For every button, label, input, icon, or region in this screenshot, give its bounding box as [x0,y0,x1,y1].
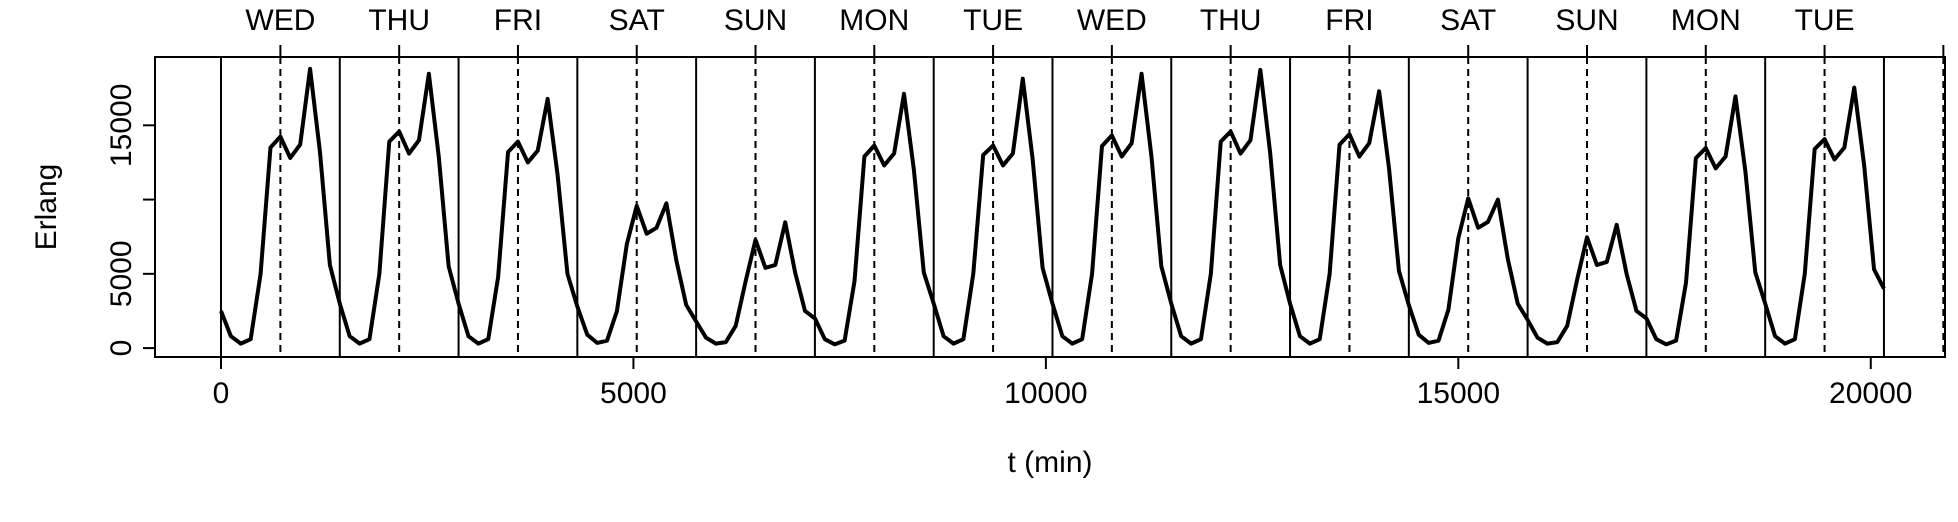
day-label: SUN [724,4,787,37]
x-tick-label: 15000 [1417,377,1500,410]
x-tick-label: 10000 [1004,377,1087,410]
day-label: FRI [1325,4,1373,37]
day-label: SAT [609,4,665,37]
day-label: WED [245,4,315,37]
x-axis-label: t (min) [1008,446,1093,479]
y-axis-label: Erlang [30,164,63,251]
day-label: MON [839,4,909,37]
day-label: SAT [1440,4,1496,37]
y-tick-label: 0 [105,340,138,357]
x-tick-label: 5000 [600,377,667,410]
day-label: MON [1671,4,1741,37]
day-label: SUN [1555,4,1618,37]
plot-frame [154,56,1946,358]
x-tick-label: 20000 [1829,377,1912,410]
day-label: THU [1200,4,1262,37]
day-label: TUE [1795,4,1855,37]
day-label: TUE [963,4,1023,37]
y-tick-label: 5000 [105,240,138,307]
x-tick-label: 0 [213,377,230,410]
day-label: WED [1077,4,1147,37]
series-line [219,66,1886,347]
y-tick-label: 15000 [105,84,138,167]
day-label: FRI [494,4,542,37]
day-label: THU [368,4,430,37]
